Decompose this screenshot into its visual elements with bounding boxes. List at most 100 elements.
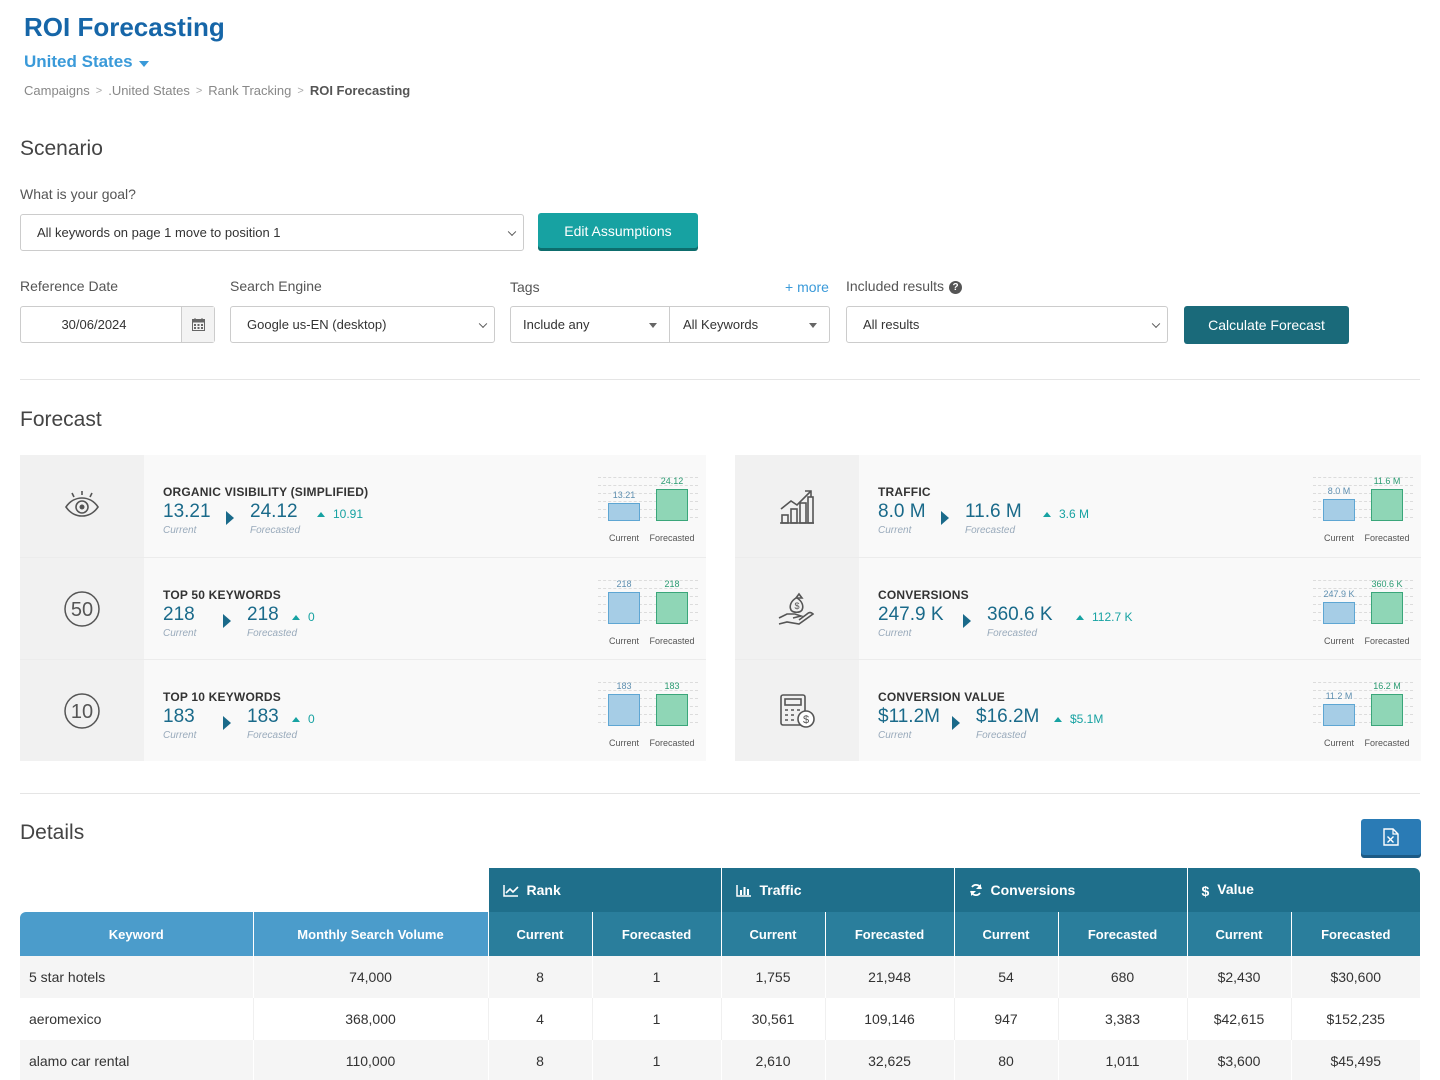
table-row[interactable]: alamo car rental 110,000 8 1 2,610 32,625 80 1,…: [20, 1040, 1420, 1080]
gridline: [1313, 604, 1413, 605]
column-header-keyword[interactable]: Keyword: [20, 912, 253, 956]
gridline: [1313, 509, 1413, 510]
breadcrumb-separator: >: [195, 84, 203, 97]
mini-bar-chart: 218 218 Current Forecasted: [598, 558, 698, 660]
gridline: [598, 722, 698, 723]
current-label: Current: [163, 525, 197, 536]
current-bar-label: 247.9 K: [1323, 589, 1355, 599]
triangle-up-icon: [292, 716, 300, 722]
table-cell: $2,430: [1186, 956, 1291, 998]
table-row[interactable]: aeromexico 368,000 4 1 30,561 109,146 947 3,383…: [20, 998, 1420, 1040]
forecasted-value: 11.6 M: [965, 501, 1022, 522]
forecast-bar-label: 16.2 M: [1373, 681, 1401, 691]
forecast-panel-left: ORGANIC VISIBILITY (SIMPLIFIED) 13.21 Curr…: [20, 455, 706, 761]
gridline: [1313, 722, 1413, 723]
gridline: [598, 714, 698, 715]
reference-date-input[interactable]: 30/06/2024: [20, 306, 215, 343]
forecast-title: Forecast: [20, 408, 102, 431]
forecast-panel-right: TRAFFIC 8.0 M Current 11.6 M Forecasted 3.6 M…: [735, 455, 1421, 761]
gridline: [598, 493, 698, 494]
column-header-rank-current[interactable]: Current: [487, 912, 592, 956]
forecasted-label: Forecasted: [250, 525, 301, 536]
export-excel-button[interactable]: [1361, 819, 1421, 855]
delta-value: 0: [292, 610, 315, 624]
mini-bar-chart: 183 183 Current Forecasted: [598, 660, 698, 762]
more-tags-link[interactable]: + more: [785, 279, 829, 295]
calculate-forecast-button[interactable]: Calculate Forecast: [1184, 306, 1349, 344]
delta-text: 112.7 K: [1092, 610, 1133, 624]
current-bar-label: 183: [616, 681, 632, 691]
goal-select[interactable]: All keywords on page 1 move to position …: [20, 214, 524, 251]
table-cell: 3,383: [1057, 998, 1187, 1040]
forecast-metric-row: $ CONVERSION VALUE $11.2M Current $16.2M Fore…: [735, 659, 1421, 761]
forecasted-label: Forecasted: [987, 628, 1038, 639]
included-results-value: All results: [863, 317, 920, 332]
breadcrumb-rank-tracking[interactable]: Rank Tracking: [208, 83, 292, 98]
mini-bar-chart: 13.21 24.12 Current Forecasted: [598, 455, 698, 557]
svg-text:50: 50: [71, 599, 93, 621]
svg-text:$: $: [794, 601, 799, 611]
forecast-axis-label: Forecasted: [649, 636, 695, 646]
gridline: [598, 588, 698, 589]
forecast-bar: [1371, 592, 1403, 624]
edit-assumptions-button[interactable]: Edit Assumptions: [538, 213, 698, 248]
current-bar: [1323, 703, 1355, 726]
gridline: [598, 596, 698, 597]
current-bar-label: 8.0 M: [1327, 485, 1351, 496]
dollar-icon: $: [1201, 883, 1210, 899]
table-cell: $42,615: [1186, 998, 1291, 1040]
breadcrumb-current: ROI Forecasting: [309, 83, 411, 98]
table-cell: 4: [487, 998, 592, 1040]
caret-down-icon: [809, 322, 817, 328]
search-engine-select[interactable]: Google us-EN (desktop): [230, 306, 495, 343]
forecast-bar: [1371, 694, 1403, 726]
excel-file-icon: [1383, 828, 1399, 846]
breadcrumb-campaigns[interactable]: Campaigns: [24, 83, 90, 98]
table-cell: 1,755: [720, 956, 825, 998]
column-header-conversions-forecasted[interactable]: Forecasted: [1057, 912, 1187, 956]
gridline: [598, 477, 698, 478]
table-cell: 21,948: [824, 956, 954, 998]
current-axis-label: Current: [608, 738, 639, 748]
triangle-up-icon: [317, 511, 325, 517]
forecasted-label: Forecasted: [976, 730, 1027, 741]
page-title: ROI Forecasting: [24, 12, 225, 42]
goal-select-value: All keywords on page 1 move to position …: [37, 225, 281, 240]
column-header-value-forecasted[interactable]: Forecasted: [1290, 912, 1420, 956]
gridline: [598, 604, 698, 605]
table-row[interactable]: 5 star hotels 74,000 8 1 1,755 21,948 54 680 $2,…: [20, 956, 1420, 998]
included-results-label: Included results?: [846, 278, 963, 294]
keyword-cell: alamo car rental: [20, 1040, 253, 1080]
current-value: 8.0 M: [878, 501, 926, 522]
bar-chart-icon: [735, 885, 751, 897]
gridline: [1313, 690, 1413, 691]
delta-value: 3.6 M: [1043, 507, 1089, 521]
gridline: [1313, 714, 1413, 715]
table-cell: $3,600: [1186, 1040, 1291, 1080]
gridline: [598, 485, 698, 486]
forecast-bar: [656, 489, 688, 521]
column-header-rank-forecasted[interactable]: Forecasted: [591, 912, 721, 956]
tags-select[interactable]: All Keywords: [669, 306, 830, 343]
metric-name: TOP 10 KEYWORDS: [163, 690, 281, 704]
column-header-search-volume[interactable]: Monthly Search Volume: [252, 912, 488, 956]
gridline: [1313, 612, 1413, 613]
column-header-value-current[interactable]: Current: [1186, 912, 1291, 956]
table-cell: 32,625: [824, 1040, 954, 1080]
gridline: [1313, 493, 1413, 494]
delta-text: 3.6 M: [1059, 507, 1090, 521]
tags-match-select[interactable]: Include any: [510, 306, 670, 343]
help-icon[interactable]: ?: [949, 281, 963, 294]
chevron-down-icon: [478, 319, 488, 328]
calendar-icon[interactable]: [181, 307, 214, 342]
column-header-conversions-current[interactable]: Current: [953, 912, 1058, 956]
column-header-traffic-forecasted[interactable]: Forecasted: [824, 912, 954, 956]
gridline: [598, 698, 698, 699]
column-header-traffic-current[interactable]: Current: [720, 912, 825, 956]
country-selector[interactable]: United States: [24, 52, 149, 72]
breadcrumb-country[interactable]: .United States: [108, 83, 190, 98]
current-axis-label: Current: [1323, 636, 1354, 646]
group-header-traffic: Traffic: [720, 868, 954, 912]
included-results-select[interactable]: All results: [846, 306, 1168, 343]
gridline: [598, 517, 698, 518]
